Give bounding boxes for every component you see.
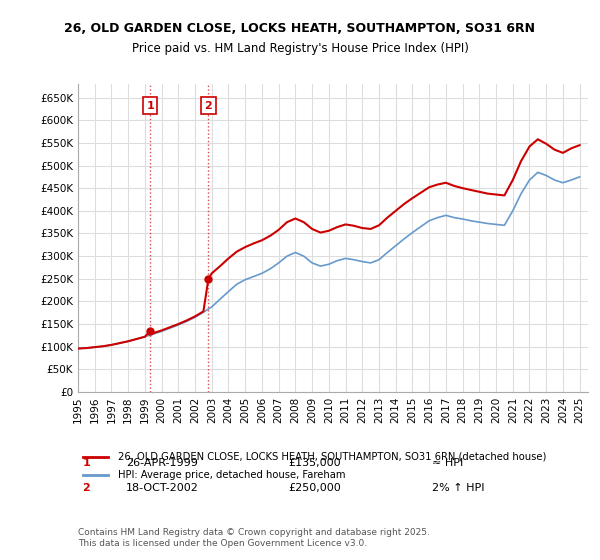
Text: 2: 2: [83, 483, 90, 493]
Text: 2% ↑ HPI: 2% ↑ HPI: [432, 483, 485, 493]
Text: 1: 1: [146, 101, 154, 110]
Text: 2: 2: [205, 101, 212, 110]
Text: HPI: Average price, detached house, Fareham: HPI: Average price, detached house, Fare…: [118, 470, 346, 480]
Text: £135,000: £135,000: [288, 458, 341, 468]
Text: Contains HM Land Registry data © Crown copyright and database right 2025.
This d: Contains HM Land Registry data © Crown c…: [78, 528, 430, 548]
Text: 26, OLD GARDEN CLOSE, LOCKS HEATH, SOUTHAMPTON, SO31 6RN: 26, OLD GARDEN CLOSE, LOCKS HEATH, SOUTH…: [65, 22, 536, 35]
Text: ≈ HPI: ≈ HPI: [432, 458, 463, 468]
Text: £250,000: £250,000: [288, 483, 341, 493]
Text: 1: 1: [83, 458, 90, 468]
Text: 26, OLD GARDEN CLOSE, LOCKS HEATH, SOUTHAMPTON, SO31 6RN (detached house): 26, OLD GARDEN CLOSE, LOCKS HEATH, SOUTH…: [118, 452, 547, 462]
Text: Price paid vs. HM Land Registry's House Price Index (HPI): Price paid vs. HM Land Registry's House …: [131, 42, 469, 55]
Text: 26-APR-1999: 26-APR-1999: [126, 458, 198, 468]
Text: 18-OCT-2002: 18-OCT-2002: [126, 483, 199, 493]
